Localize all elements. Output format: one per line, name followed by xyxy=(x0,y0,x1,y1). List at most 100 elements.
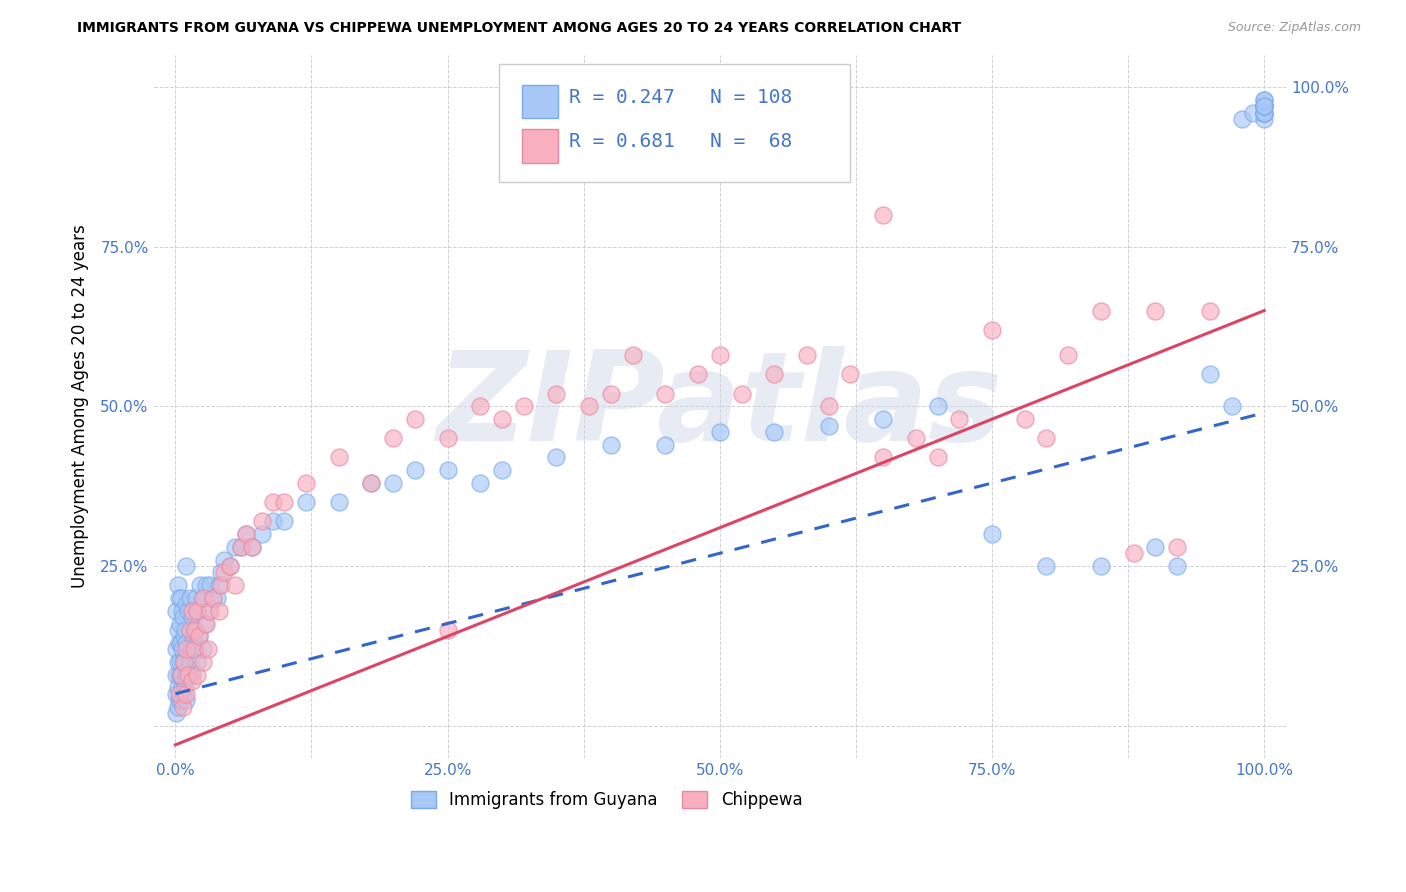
Point xyxy=(1122,546,1144,560)
Point xyxy=(200,578,222,592)
Point xyxy=(904,431,927,445)
Point xyxy=(927,450,949,465)
Point xyxy=(1090,559,1112,574)
Point xyxy=(170,636,193,650)
Point xyxy=(165,604,187,618)
Point xyxy=(328,450,350,465)
Point xyxy=(166,699,188,714)
Point xyxy=(382,431,405,445)
Point xyxy=(872,412,894,426)
Point xyxy=(1166,559,1188,574)
Point xyxy=(654,386,676,401)
Point xyxy=(170,681,193,695)
Point xyxy=(174,687,197,701)
Point xyxy=(191,655,214,669)
Point xyxy=(197,604,219,618)
Point xyxy=(167,667,190,681)
Point xyxy=(491,463,513,477)
Point xyxy=(328,495,350,509)
Point xyxy=(170,667,193,681)
Point xyxy=(180,673,202,688)
Point xyxy=(491,412,513,426)
Point xyxy=(166,655,188,669)
Y-axis label: Unemployment Among Ages 20 to 24 years: Unemployment Among Ages 20 to 24 years xyxy=(72,225,89,588)
Point xyxy=(186,604,208,618)
Point xyxy=(166,578,188,592)
Point xyxy=(1241,105,1264,120)
Point xyxy=(166,681,188,695)
Point xyxy=(177,604,200,618)
Point xyxy=(214,552,236,566)
Point xyxy=(184,642,207,657)
Point xyxy=(295,476,318,491)
Point xyxy=(172,699,194,714)
Point xyxy=(180,667,202,681)
Point xyxy=(172,655,194,669)
Point xyxy=(172,687,194,701)
Point xyxy=(224,540,246,554)
Point xyxy=(170,693,193,707)
Point xyxy=(174,667,197,681)
Text: R = 0.247   N = 108: R = 0.247 N = 108 xyxy=(569,88,793,107)
Point xyxy=(404,463,426,477)
Point xyxy=(839,368,862,382)
Point xyxy=(183,642,205,657)
Point xyxy=(174,693,197,707)
Point xyxy=(177,661,200,675)
Point xyxy=(184,591,207,605)
Point xyxy=(170,604,193,618)
Point xyxy=(235,527,257,541)
Point xyxy=(1198,303,1220,318)
Point xyxy=(214,566,236,580)
Point xyxy=(167,693,190,707)
Point xyxy=(209,578,232,592)
Point xyxy=(240,540,263,554)
Point xyxy=(191,591,214,605)
Point xyxy=(1253,99,1275,113)
Point xyxy=(621,348,644,362)
FancyBboxPatch shape xyxy=(522,85,558,119)
Point xyxy=(763,368,786,382)
Point xyxy=(730,386,752,401)
Point xyxy=(796,348,818,362)
Point xyxy=(173,673,195,688)
Point xyxy=(981,323,1004,337)
Point xyxy=(513,400,536,414)
Point xyxy=(166,623,188,637)
Point xyxy=(186,667,208,681)
Point xyxy=(1144,540,1167,554)
Point xyxy=(209,566,232,580)
Point xyxy=(202,591,225,605)
Point xyxy=(1220,400,1243,414)
Point xyxy=(1014,412,1036,426)
Point xyxy=(1253,112,1275,126)
Point xyxy=(229,540,252,554)
Point xyxy=(404,412,426,426)
Legend: Immigrants from Guyana, Chippewa: Immigrants from Guyana, Chippewa xyxy=(404,785,808,816)
Point xyxy=(1253,93,1275,107)
Point xyxy=(170,591,193,605)
Point xyxy=(1253,105,1275,120)
Point xyxy=(167,687,190,701)
Point xyxy=(948,412,970,426)
Point xyxy=(218,559,240,574)
Point xyxy=(1090,303,1112,318)
Point xyxy=(167,591,190,605)
Point xyxy=(174,598,197,612)
Point xyxy=(436,623,458,637)
Point xyxy=(191,591,214,605)
Point xyxy=(165,687,187,701)
Point xyxy=(179,655,201,669)
Point xyxy=(205,591,228,605)
Point xyxy=(654,438,676,452)
Point xyxy=(436,431,458,445)
FancyBboxPatch shape xyxy=(499,63,851,182)
Point xyxy=(180,610,202,624)
Point xyxy=(200,604,222,618)
Point xyxy=(194,616,217,631)
Point xyxy=(1253,105,1275,120)
Point xyxy=(208,578,231,592)
Text: Source: ZipAtlas.com: Source: ZipAtlas.com xyxy=(1227,21,1361,34)
Point xyxy=(165,667,187,681)
Point xyxy=(174,681,197,695)
